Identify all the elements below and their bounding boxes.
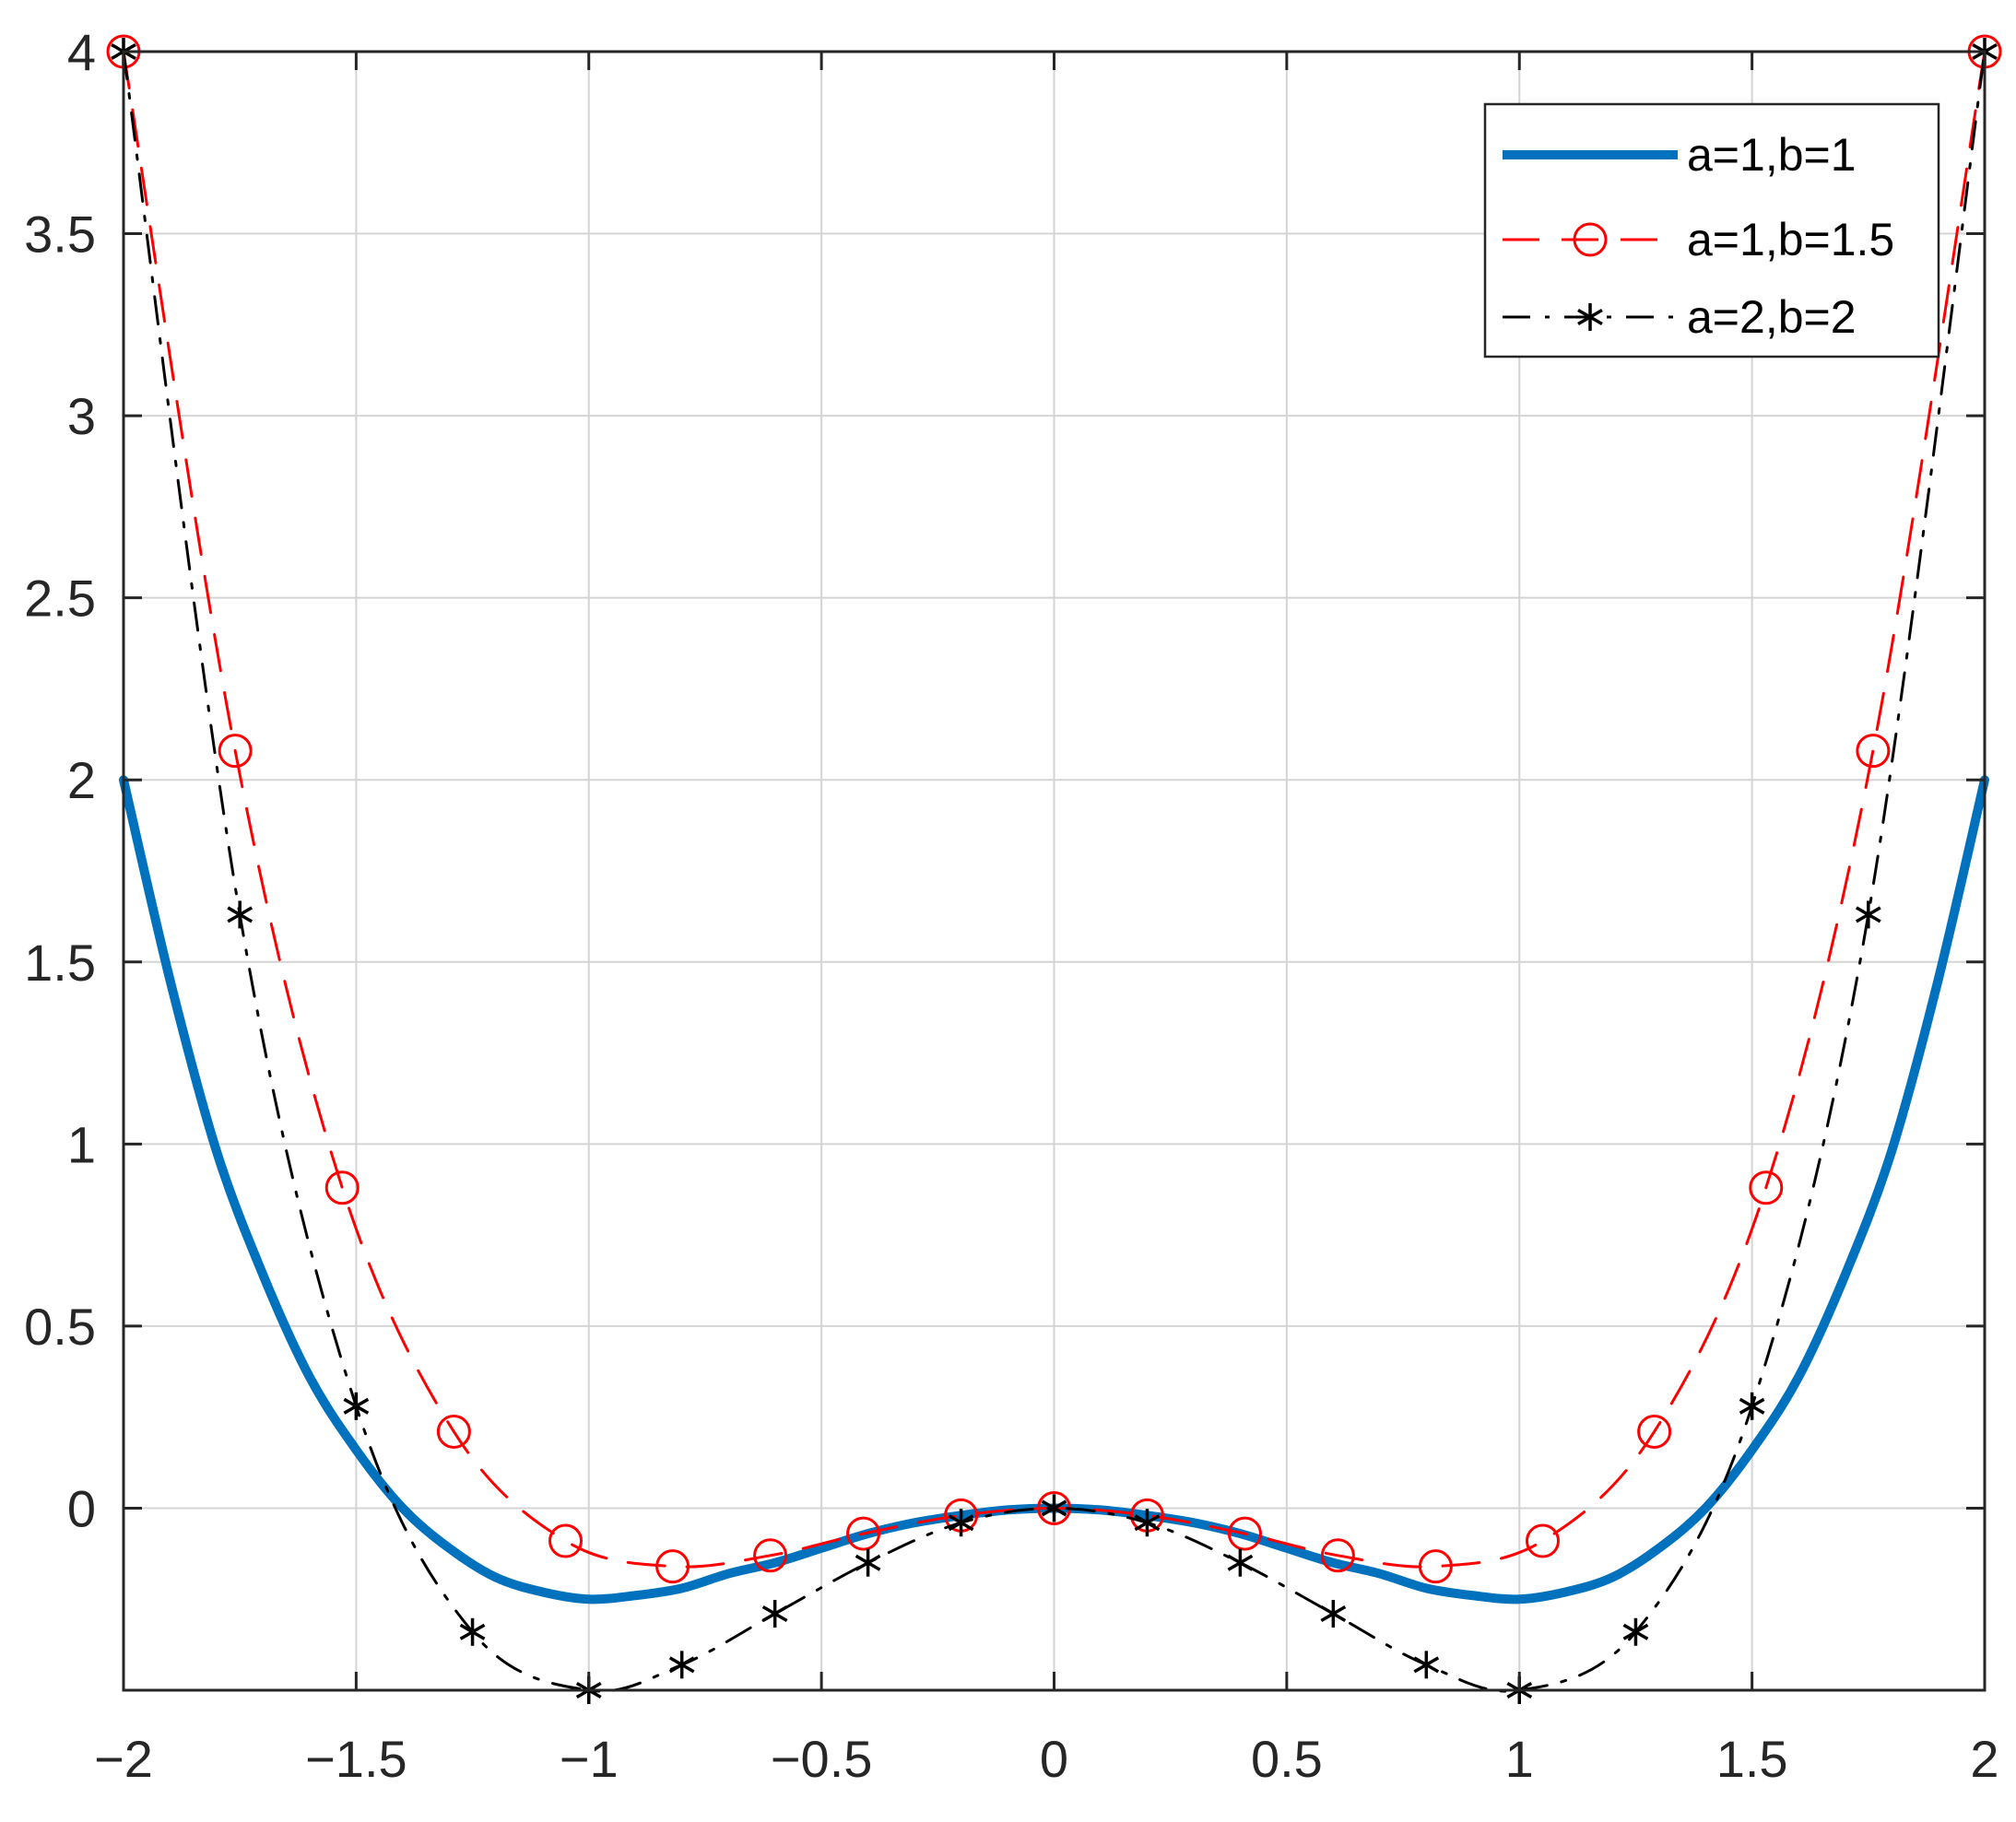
circle-marker [548, 1523, 584, 1558]
asterisk-marker [1227, 1548, 1254, 1577]
circle-marker [1418, 1549, 1453, 1584]
asterisk-stroke [1134, 1514, 1161, 1532]
x-tick-label: 1.5 [1716, 1730, 1788, 1788]
series-line [122, 50, 1987, 1693]
legend-label: a=1,b=1 [1687, 129, 1857, 181]
y-tick-label: 0.5 [24, 1298, 96, 1356]
asterisk-stroke [761, 1605, 788, 1623]
legend-label: a=2,b=2 [1687, 291, 1857, 343]
asterisk-marker [761, 1600, 788, 1628]
x-tick-label: 0.5 [1251, 1730, 1323, 1788]
x-tick-label: −1 [560, 1730, 619, 1788]
asterisk-stroke [668, 1656, 695, 1674]
circle-marker [846, 1516, 881, 1551]
x-tick-label: −1.5 [305, 1730, 407, 1788]
circle-marker [324, 1170, 360, 1205]
x-tick-label: 0 [1040, 1730, 1068, 1788]
asterisk-stroke [1041, 1499, 1067, 1517]
legend-item-1: a=1,b=1 [1503, 129, 1857, 181]
x-tick-label: −0.5 [771, 1730, 873, 1788]
asterisk-marker [855, 1548, 881, 1577]
circle-marker [1227, 1516, 1262, 1551]
circle-marker [1320, 1538, 1355, 1573]
y-tick-label: 4 [67, 23, 96, 81]
legend: a=1,b=1 a=1,b=1.5 a=2,b=2 [1483, 102, 1940, 359]
circle-marker [655, 1549, 690, 1584]
y-tick-label: 0 [67, 1479, 96, 1537]
x-tick-label: 2 [1970, 1730, 1998, 1788]
asterisk-marker [343, 1392, 370, 1420]
asterisk-marker [459, 1617, 486, 1646]
legend-label: a=1,b=1.5 [1687, 214, 1894, 265]
asterisk-marker [1413, 1651, 1440, 1679]
legend-item-2: a=1,b=1.5 [1503, 214, 1894, 265]
circle-marker [753, 1538, 788, 1573]
circle-marker [1637, 1414, 1672, 1449]
asterisk-marker [1622, 1617, 1649, 1646]
asterisk-stroke [459, 1623, 486, 1640]
circle-marker [218, 734, 253, 769]
circle-marker [1525, 1523, 1560, 1558]
circle-marker [1749, 1170, 1784, 1205]
asterisk-marker [227, 900, 253, 929]
x-tick-label: 1 [1505, 1730, 1534, 1788]
y-tick-label: 1 [67, 1115, 96, 1173]
legend-box [1483, 102, 1940, 359]
asterisk-stroke [948, 1514, 974, 1532]
asterisk-marker [1739, 1392, 1765, 1420]
asterisk-stroke [855, 1554, 881, 1571]
y-tick-labels: 0 0.5 1 1.5 2 2.5 3 3.5 4 [24, 23, 96, 1537]
asterisk-marker [1855, 900, 1881, 929]
y-tick-label: 1.5 [24, 934, 96, 992]
asterisk-stroke [1413, 1656, 1440, 1674]
asterisk-marker [668, 1651, 695, 1679]
asterisk-stroke [1855, 906, 1881, 923]
asterisk-marker [948, 1509, 974, 1537]
y-tick-label: 3 [67, 387, 96, 445]
y-tick-label: 3.5 [24, 206, 96, 264]
circle-marker [1856, 734, 1891, 769]
x-tick-labels: −2 −1.5 −1 −0.5 0 0.5 1 1.5 2 [94, 1730, 1999, 1788]
circle-marker [1573, 222, 1608, 257]
circle-marker [436, 1414, 471, 1449]
x-tick-label: −2 [94, 1730, 153, 1788]
asterisk-stroke [1739, 1397, 1765, 1415]
asterisk-marker [1320, 1600, 1347, 1628]
y-tick-label: 2.5 [24, 570, 96, 628]
y-tick-label: 2 [67, 751, 96, 809]
asterisk-stroke [227, 906, 253, 923]
tick-marks [122, 50, 1987, 1690]
asterisk-marker [1577, 303, 1603, 331]
asterisk-marker [1134, 1509, 1161, 1537]
asterisk-stroke [1577, 308, 1603, 326]
asterisk-stroke [343, 1397, 370, 1415]
asterisk-stroke [1227, 1554, 1254, 1571]
asterisk-stroke [1622, 1623, 1649, 1640]
legend-item-3: a=2,b=2 [1503, 291, 1857, 343]
asterisk-marker [1041, 1494, 1067, 1522]
asterisk-stroke [1320, 1605, 1347, 1623]
